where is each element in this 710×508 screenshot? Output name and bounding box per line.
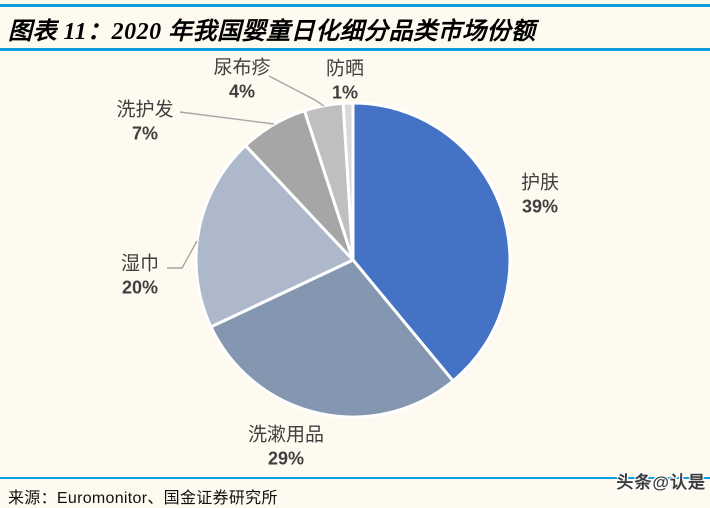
slice-name: 洗漱用品	[247, 424, 325, 446]
slice-name: 护肤	[520, 172, 560, 194]
pie-slice-防晒	[341, 101, 355, 262]
leader-line-湿巾	[167, 240, 198, 269]
slice-label-防晒: 防晒 1%	[326, 57, 364, 106]
slice-label-湿巾: 湿巾 20%	[121, 252, 159, 301]
slice-percent: 7%	[131, 123, 159, 144]
slice-name: 尿布疹	[213, 57, 271, 79]
slice-name: 防晒	[325, 58, 365, 80]
pie-slice-护肤	[351, 101, 512, 383]
slice-name: 洗护发	[116, 99, 174, 121]
pie-slice-湿巾	[194, 144, 355, 329]
slice-percent: 29%	[267, 448, 305, 469]
footer-rule	[0, 477, 710, 479]
slice-name: 湿巾	[120, 253, 160, 275]
slice-label-护肤: 护肤 39%	[521, 171, 559, 220]
watermark: 头条@认是	[616, 473, 706, 492]
slice-percent: 20%	[121, 277, 159, 298]
slice-label-洗护发: 洗护发 7%	[116, 98, 173, 147]
slice-label-洗漱用品: 洗漱用品 29%	[248, 423, 324, 472]
slice-percent: 39%	[521, 196, 559, 217]
slice-label-尿布疹: 尿布疹 4%	[213, 56, 270, 105]
figure-title: 图表 11：2020 年我国婴童日化细分品类市场份额	[8, 19, 536, 45]
slice-percent: 4%	[228, 81, 256, 102]
source-note: 来源：Euromonitor、国金证券研究所	[8, 490, 278, 507]
title-top-rule	[0, 4, 710, 7]
title-bottom-rule	[0, 48, 710, 51]
leader-line-尿布疹	[268, 75, 325, 107]
slice-percent: 1%	[331, 82, 359, 103]
leader-line-洗护发	[179, 111, 275, 125]
